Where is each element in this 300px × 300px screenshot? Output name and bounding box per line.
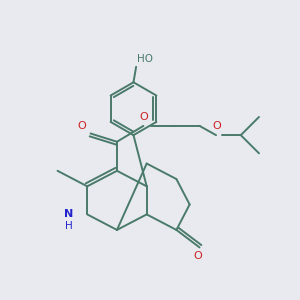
Text: O: O bbox=[78, 121, 87, 131]
Text: O: O bbox=[212, 121, 221, 131]
Text: H: H bbox=[65, 221, 73, 231]
Text: O: O bbox=[140, 112, 148, 122]
Text: O: O bbox=[194, 251, 202, 261]
Text: HO: HO bbox=[137, 55, 153, 64]
Text: N: N bbox=[64, 209, 74, 219]
